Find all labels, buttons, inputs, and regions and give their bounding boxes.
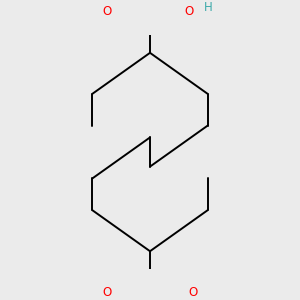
Text: O: O (103, 286, 112, 298)
Text: O: O (188, 286, 197, 299)
Text: H: H (204, 1, 213, 14)
Text: O: O (103, 5, 112, 18)
Text: O: O (184, 5, 193, 19)
